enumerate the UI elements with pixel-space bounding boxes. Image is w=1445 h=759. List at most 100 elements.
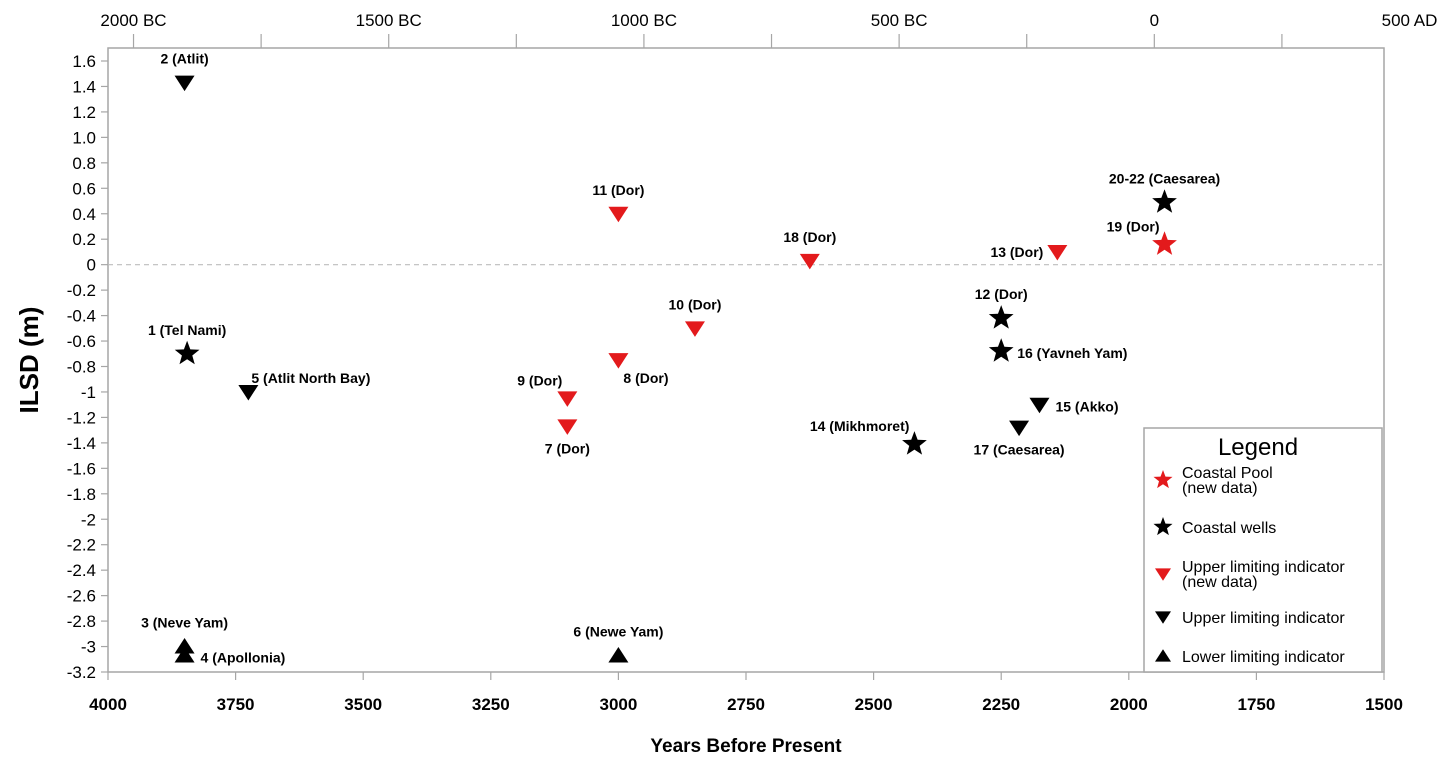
legend-triangle-up-marker: [1155, 649, 1171, 662]
point-label: 1 (Tel Nami): [148, 322, 226, 338]
y-tick-label: -1.6: [67, 459, 96, 478]
y-tick-label: 1.4: [72, 77, 96, 96]
y-tick-label: -2.4: [67, 561, 96, 580]
y-tick-label: -2.6: [67, 587, 96, 606]
data-point-star-marker: [988, 305, 1014, 329]
legend-star-marker: [1153, 470, 1173, 489]
y-tick-label: 0: [87, 256, 96, 275]
point-label: 16 (Yavneh Yam): [1017, 345, 1127, 361]
data-point-star-marker: [988, 338, 1014, 362]
legend-entry-label: Coastal Pool: [1182, 465, 1273, 482]
y-tick-label: -1.4: [67, 434, 96, 453]
data-point-star-marker: [902, 431, 927, 455]
point-label: 17 (Caesarea): [974, 442, 1065, 458]
top-tick-label: 0: [1150, 11, 1159, 30]
point-label: 19 (Dor): [1107, 218, 1160, 234]
x-tick-label: 2000: [1110, 695, 1148, 714]
y-tick-label: -2.8: [67, 612, 96, 631]
data-point-triangle-down-marker: [608, 353, 629, 369]
y-tick-label: 1.2: [72, 103, 96, 122]
data-point-triangle-down-marker: [238, 384, 259, 401]
top-tick-label: 2000 BC: [100, 11, 166, 30]
point-label: 4 (Apollonia): [201, 649, 286, 665]
x-tick-label: 2250: [982, 695, 1020, 714]
y-tick-label: 0.2: [72, 230, 96, 249]
legend-triangle-down-marker: [1155, 568, 1171, 581]
y-tick-label: -2.2: [67, 536, 96, 555]
point-label: 6 (Newe Yam): [573, 623, 663, 639]
y-tick-label: -3.2: [67, 663, 96, 682]
data-point-triangle-down-marker: [557, 391, 578, 407]
legend-box: [1143, 427, 1383, 673]
point-label: 20-22 (Caesarea): [1109, 170, 1220, 186]
data-point-triangle-down-marker: [684, 321, 705, 337]
y-tick-label: -2: [81, 510, 96, 529]
data-point-triangle-down-marker: [557, 419, 578, 435]
y-tick-label: -1.8: [67, 485, 96, 504]
top-tick-label: 500 AD: [1382, 11, 1438, 30]
data-point-star-marker: [1152, 231, 1177, 255]
y-tick-label: -0.4: [67, 307, 96, 326]
y-tick-label: 1.0: [72, 128, 96, 147]
y-tick-label: -0.8: [67, 358, 96, 377]
legend-entry-label: (new data): [1182, 574, 1258, 591]
y-tick-label: 1.6: [72, 52, 96, 71]
top-tick-label: 500 BC: [871, 11, 928, 30]
point-label: 11 (Dor): [592, 182, 644, 198]
legend: Legend Coastal Pool(new data)Coastal wel…: [1143, 427, 1383, 673]
data-point-triangle-down-marker: [799, 253, 820, 270]
point-label: 15 (Akko): [1055, 399, 1118, 415]
data-point-triangle-down-marker: [1047, 244, 1068, 261]
y-tick-label: -0.6: [67, 332, 96, 351]
legend-entry-label: Upper limiting indicator: [1182, 559, 1345, 576]
legend-entry-label: Upper limiting indicator: [1182, 610, 1345, 627]
x-tick-label: 3750: [217, 695, 255, 714]
data-point-triangle-down-marker: [1029, 397, 1050, 414]
y-tick-label: -1: [81, 383, 96, 402]
point-label: 8 (Dor): [623, 370, 668, 386]
x-axis-title: Years Before Present: [650, 736, 842, 757]
x-tick-label: 4000: [89, 695, 127, 714]
data-point-triangle-up-marker: [174, 646, 195, 663]
data-point-triangle-up-marker: [174, 638, 195, 654]
legend-star-marker: [1153, 517, 1173, 536]
point-label: 9 (Dor): [517, 372, 562, 388]
point-label: 14 (Mikhmoret): [810, 418, 910, 434]
y-tick-label: 0.8: [72, 154, 96, 173]
point-label: 5 (Atlit North Bay): [251, 370, 370, 386]
data-point-triangle-down-marker: [1009, 420, 1030, 437]
y-tick-label: -3: [81, 638, 96, 657]
x-tick-label: 3500: [344, 695, 382, 714]
point-label: 18 (Dor): [783, 229, 836, 245]
legend-entry-label: (new data): [1182, 480, 1258, 497]
point-label: 10 (Dor): [669, 296, 722, 312]
x-tick-label: 1500: [1365, 695, 1403, 714]
top-tick-label: 1500 BC: [356, 11, 422, 30]
data-point-triangle-down-marker: [174, 75, 195, 92]
x-tick-label: 3000: [599, 695, 637, 714]
x-tick-label: 1750: [1237, 695, 1275, 714]
y-tick-label: 0.6: [72, 179, 96, 198]
legend-title: Legend: [1218, 434, 1298, 461]
y-tick-label: -0.2: [67, 281, 96, 300]
legend-triangle-down-marker: [1155, 611, 1171, 624]
top-tick-label: 1000 BC: [611, 11, 677, 30]
y-tick-label: 0.4: [72, 205, 96, 224]
point-label: 13 (Dor): [990, 244, 1043, 260]
legend-entry-label: Lower limiting indicator: [1182, 649, 1345, 666]
data-point-star-marker: [174, 340, 200, 365]
x-tick-label: 3250: [472, 695, 510, 714]
x-tick-label: 2500: [855, 695, 893, 714]
data-point-triangle-down-marker: [608, 206, 629, 223]
point-label: 7 (Dor): [545, 440, 590, 456]
point-label: 3 (Neve Yam): [141, 615, 228, 631]
point-label: 2 (Atlit): [160, 51, 208, 67]
data-point-triangle-up-marker: [608, 646, 629, 663]
point-label: 12 (Dor): [975, 286, 1028, 302]
y-axis-title: ILSD (m): [14, 307, 44, 414]
y-tick-label: -1.2: [67, 408, 96, 427]
data-point-star-marker: [1152, 189, 1177, 213]
legend-entry-label: Coastal wells: [1182, 520, 1276, 537]
x-tick-label: 2750: [727, 695, 765, 714]
